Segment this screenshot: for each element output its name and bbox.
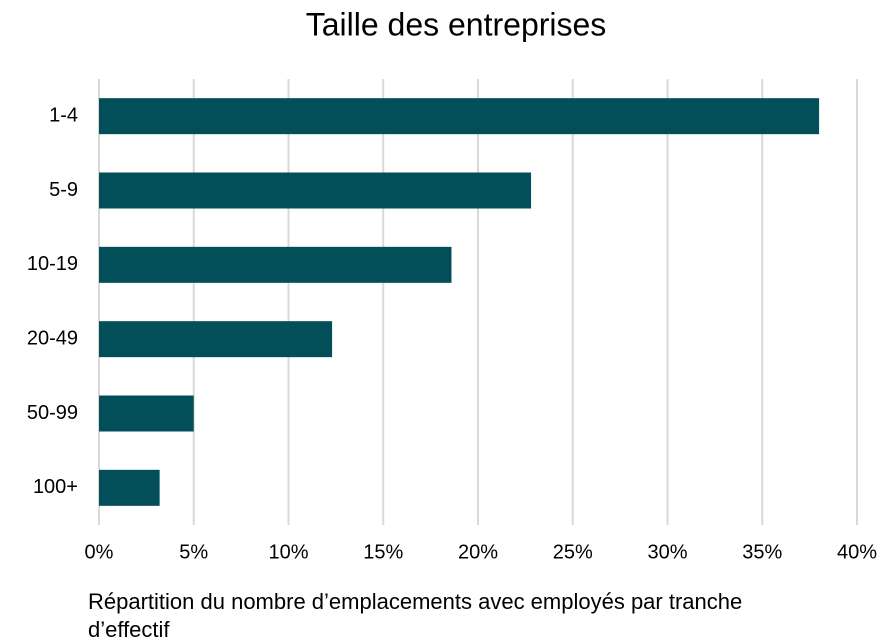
bar: [99, 98, 820, 135]
bar: [99, 469, 160, 506]
x-tick-label: 15%: [363, 541, 403, 563]
bar: [99, 246, 452, 283]
y-tick-label: 1-4: [49, 104, 78, 126]
y-tick-label: 50-99: [27, 402, 78, 424]
x-tick-label: 10%: [268, 541, 308, 563]
bar: [99, 395, 194, 432]
x-axis-label: Répartition du nombre d’emplacements ave…: [88, 589, 743, 641]
chart-title: Taille des entreprises: [306, 6, 607, 42]
y-tick-label: 20-49: [27, 327, 78, 349]
x-tick-label: 25%: [553, 541, 593, 563]
x-tick-label: 5%: [179, 541, 208, 563]
bar: [99, 172, 532, 209]
x-tick-label: 30%: [647, 541, 687, 563]
x-tick-label: 0%: [85, 541, 114, 563]
y-tick-label: 10-19: [27, 253, 78, 275]
bar: [99, 321, 333, 358]
x-tick-label: 35%: [742, 541, 782, 563]
y-tick-label: 5-9: [49, 179, 78, 201]
x-tick-label: 40%: [837, 541, 877, 563]
x-tick-label: 20%: [458, 541, 498, 563]
y-tick-label: 100+: [33, 476, 78, 498]
